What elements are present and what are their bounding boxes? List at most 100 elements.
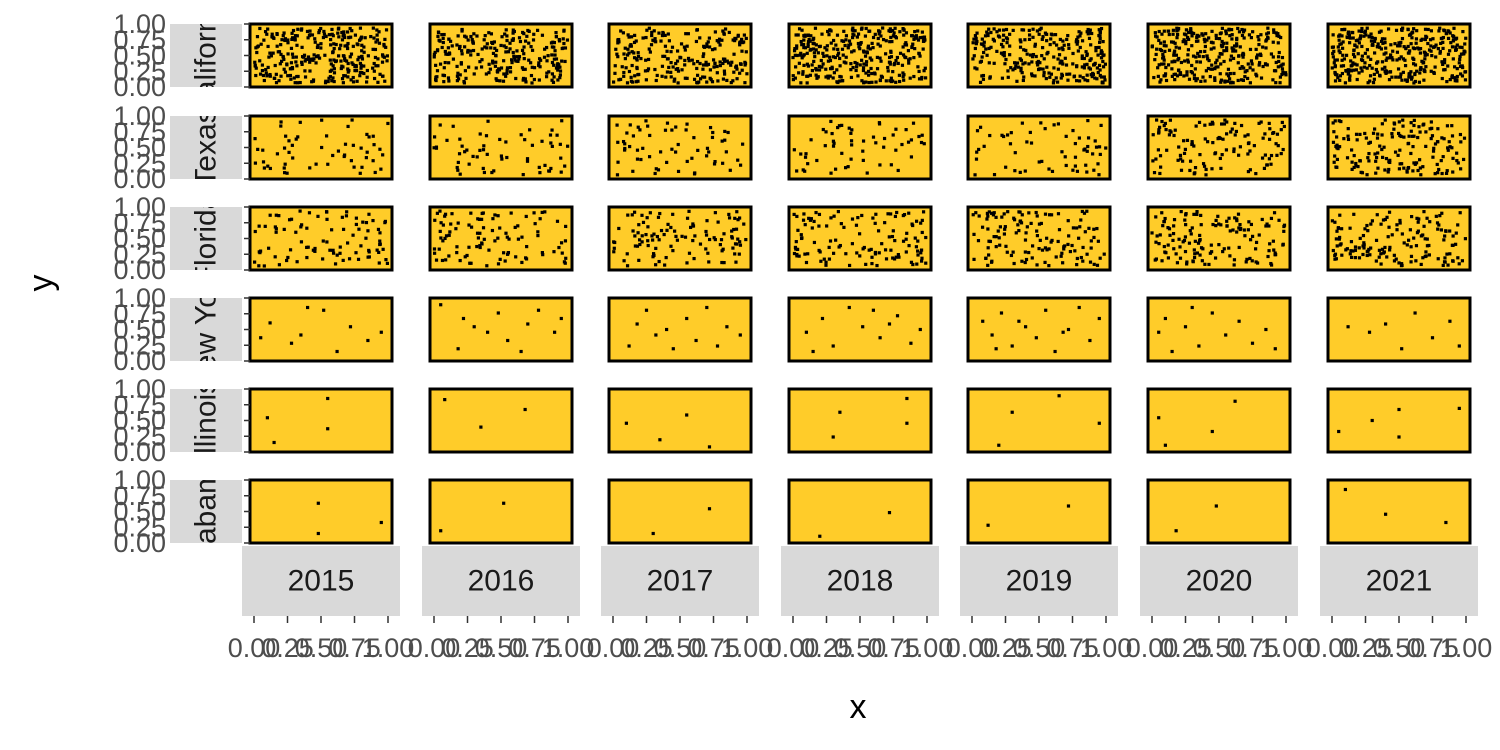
data-point <box>1166 29 1170 33</box>
data-point <box>360 43 364 47</box>
data-point <box>1024 257 1029 262</box>
data-point <box>720 260 724 265</box>
data-point <box>343 142 348 146</box>
data-point <box>1255 55 1259 59</box>
data-point <box>840 39 844 43</box>
data-point <box>1457 344 1461 348</box>
data-point <box>674 234 678 238</box>
data-point <box>559 316 563 321</box>
data-point <box>1373 51 1377 55</box>
data-point <box>1364 33 1368 37</box>
data-point <box>1349 249 1353 253</box>
data-point <box>1257 38 1261 42</box>
data-point <box>1348 252 1352 256</box>
data-point <box>1445 124 1450 128</box>
data-point <box>647 47 651 51</box>
data-point <box>518 39 523 44</box>
data-point <box>1082 211 1087 215</box>
data-point <box>1363 227 1367 231</box>
data-point <box>277 214 281 218</box>
data-point <box>1351 249 1355 253</box>
data-point <box>1151 133 1155 137</box>
data-point <box>1363 51 1367 55</box>
data-point <box>910 45 914 49</box>
data-point <box>319 46 323 50</box>
data-point <box>842 60 846 64</box>
data-point <box>917 77 922 81</box>
data-point <box>321 239 325 243</box>
data-point <box>1434 214 1438 218</box>
data-point <box>283 70 288 74</box>
data-point <box>1429 69 1433 73</box>
data-point <box>1083 230 1087 234</box>
data-point <box>855 61 859 66</box>
data-point <box>1213 256 1218 260</box>
data-point <box>1403 64 1408 68</box>
data-point <box>279 124 283 128</box>
data-point <box>1056 212 1061 216</box>
data-point <box>563 46 568 50</box>
y-tick-label: 1.00 <box>113 101 166 131</box>
data-point <box>1184 42 1188 46</box>
data-point <box>836 209 840 214</box>
data-point <box>1080 209 1084 214</box>
data-point <box>1425 35 1429 39</box>
data-point <box>806 252 810 256</box>
data-point <box>973 66 977 70</box>
data-point <box>1210 122 1215 126</box>
data-point <box>691 238 695 243</box>
data-point <box>980 74 984 78</box>
data-point <box>856 41 861 46</box>
data-point <box>255 50 259 55</box>
data-point <box>1368 79 1372 83</box>
data-point <box>828 239 833 243</box>
data-point <box>722 72 727 76</box>
data-point <box>269 54 273 58</box>
data-point <box>838 410 842 414</box>
data-point <box>1175 74 1180 78</box>
data-point <box>1268 127 1272 131</box>
data-point <box>1266 31 1270 35</box>
data-point <box>1257 61 1262 65</box>
data-point <box>1391 49 1395 53</box>
data-point <box>1240 33 1245 38</box>
data-point <box>1047 264 1051 268</box>
data-point <box>329 43 333 47</box>
data-point <box>487 31 491 35</box>
data-point <box>1463 237 1468 241</box>
data-point <box>1195 212 1199 217</box>
data-point <box>812 219 816 224</box>
data-point <box>1156 74 1160 78</box>
data-point <box>1157 128 1161 132</box>
data-point <box>1440 36 1444 41</box>
data-point <box>644 119 648 123</box>
data-point <box>617 40 621 44</box>
data-point <box>1038 238 1042 242</box>
data-point <box>708 125 713 130</box>
data-point <box>1400 232 1404 236</box>
data-point <box>1339 119 1343 124</box>
data-point <box>1203 44 1207 49</box>
data-point <box>730 60 734 64</box>
data-point <box>1160 32 1164 36</box>
data-point <box>972 37 976 41</box>
data-point <box>1246 152 1250 156</box>
data-point <box>456 77 461 81</box>
data-point <box>904 31 909 35</box>
data-point <box>1280 55 1285 60</box>
data-point <box>1051 81 1056 85</box>
data-point <box>563 261 567 265</box>
data-point <box>860 58 864 62</box>
data-point <box>851 29 855 33</box>
data-point <box>1274 81 1278 85</box>
data-point <box>1189 27 1193 31</box>
data-point <box>996 229 1000 233</box>
data-point <box>502 72 506 76</box>
data-point <box>888 62 892 66</box>
data-point <box>1030 60 1034 64</box>
data-point <box>735 77 739 81</box>
data-point <box>1357 71 1361 75</box>
data-point <box>629 35 634 39</box>
data-point <box>1368 74 1373 78</box>
data-point <box>889 55 894 59</box>
